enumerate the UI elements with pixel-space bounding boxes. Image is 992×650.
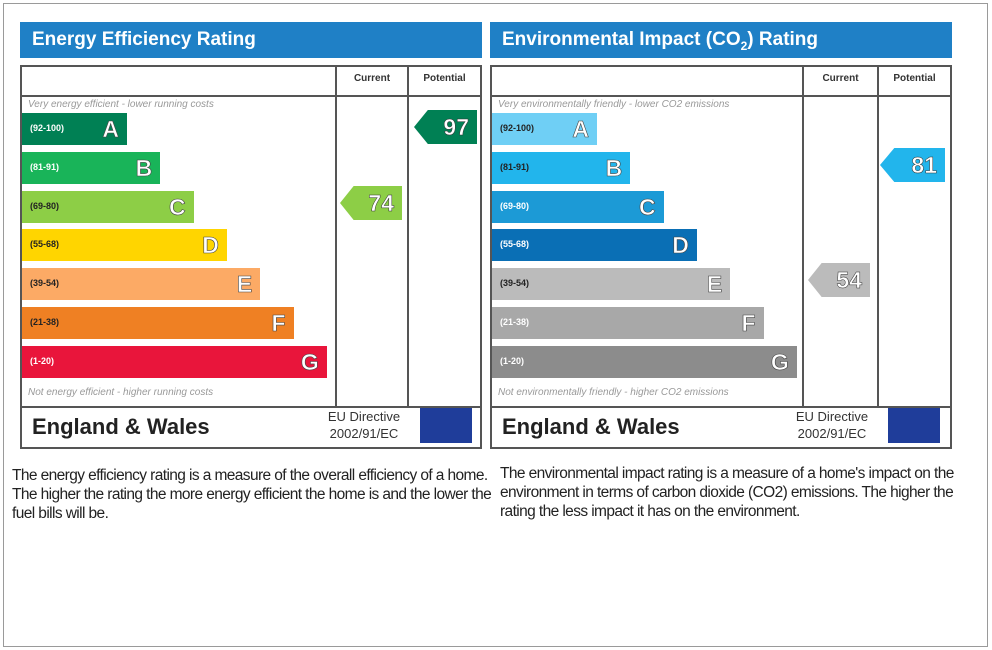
footer: England & Wales EU Directive 2002/91/EC: [492, 406, 950, 447]
band-letter: D: [202, 232, 219, 259]
bottom-note: Not environmentally friendly - higher CO…: [498, 387, 729, 398]
eu-flag-icon: [888, 408, 940, 443]
band-f: (21-38) F: [492, 307, 764, 339]
environment-description: The environmental impact rating is a mea…: [500, 465, 954, 520]
region-label: England & Wales: [502, 414, 680, 439]
frame: [3, 3, 988, 647]
potential-rating-arrow: 97: [414, 110, 477, 144]
band-range: (81-91): [30, 161, 60, 172]
band-range: (92-100): [30, 123, 65, 133]
energy-description: The energy efficiency rating is a measur…: [12, 467, 492, 522]
energy-efficiency-panel: Energy Efficiency Rating Current Potenti…: [20, 22, 482, 449]
band-range: (55-68): [30, 239, 60, 250]
band-d: (55-68) D: [492, 229, 697, 262]
band-letter: C: [638, 193, 656, 220]
band-range: (69-80): [30, 200, 60, 211]
band-letter: B: [605, 154, 623, 181]
environment-title: Environmental Impact (CO2) Rating: [490, 22, 952, 58]
band-e: (39-54) E: [22, 268, 261, 301]
environment-chart: Current Potential Very environmentally f…: [490, 65, 952, 449]
potential-rating-arrow: 81: [880, 148, 945, 182]
current-header: Current: [822, 73, 859, 84]
band-letter: G: [300, 348, 319, 375]
eu-directive: EU Directive 2002/91/EC: [327, 409, 401, 441]
band-range: (55-68): [500, 239, 530, 250]
band-a: (92-100) A: [22, 113, 127, 145]
current-header: Current: [353, 73, 391, 84]
band-range: (1-20): [30, 355, 55, 366]
bottom-note: Not energy efficient - higher running co…: [28, 387, 214, 398]
current-rating-arrow: 54: [808, 263, 870, 297]
potential-header: Potential: [893, 73, 936, 84]
band-letter: A: [572, 116, 589, 143]
top-note: Very environmentally friendly - lower CO…: [498, 99, 730, 110]
band-g: (1-20) G: [22, 345, 327, 378]
band-letter: F: [271, 310, 286, 337]
energy-chart: Current Potential Very energy efficient …: [20, 65, 482, 449]
energy-title: Energy Efficiency Rating: [20, 22, 482, 58]
region-label: England & Wales: [32, 414, 210, 439]
band-e: (39-54) E: [492, 268, 731, 301]
band-letter: C: [168, 193, 186, 220]
band-letter: E: [706, 271, 723, 298]
footer: England & Wales EU Directive 2002/91/EC: [22, 406, 480, 447]
eu-directive: EU Directive 2002/91/EC: [795, 409, 869, 441]
potential-header: Potential: [423, 73, 466, 84]
band-range: (21-38): [30, 317, 60, 327]
band-range: (69-80): [500, 200, 530, 211]
band-range: (1-20): [500, 355, 525, 366]
band-range: (39-54): [500, 278, 530, 289]
band-d: (55-68) D: [22, 229, 227, 262]
band-range: (39-54): [30, 278, 60, 289]
band-g: (1-20) G: [492, 345, 797, 378]
band-range: (21-38): [500, 317, 530, 327]
top-note: Very energy efficient - lower running co…: [28, 99, 214, 110]
band-letter: G: [770, 348, 789, 375]
band-range: (92-100): [500, 123, 535, 133]
band-range: (81-91): [500, 161, 530, 172]
band-b: (81-91) B: [492, 151, 631, 184]
band-letter: E: [236, 271, 253, 298]
eu-flag-icon: [420, 408, 472, 443]
current-rating-arrow: 74: [340, 186, 402, 220]
band-c: (69-80) C: [492, 190, 664, 223]
band-letter: B: [135, 154, 153, 181]
band-letter: F: [741, 310, 756, 337]
band-letter: D: [672, 232, 689, 259]
band-c: (69-80) C: [22, 190, 194, 223]
band-f: (21-38) F: [22, 307, 294, 339]
band-letter: A: [102, 116, 119, 143]
environmental-impact-panel: Environmental Impact (CO2) Rating Curren…: [490, 22, 952, 449]
band-b: (81-91) B: [22, 151, 161, 184]
band-a: (92-100) A: [492, 113, 597, 145]
